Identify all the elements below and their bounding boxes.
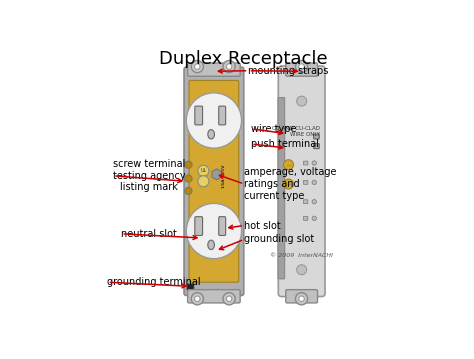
- Circle shape: [194, 296, 200, 302]
- Text: mounting straps: mounting straps: [248, 66, 329, 76]
- Circle shape: [198, 165, 209, 176]
- Circle shape: [186, 204, 242, 259]
- Text: screw terminal
testing agency
listing mark: screw terminal testing agency listing ma…: [113, 159, 186, 192]
- FancyBboxPatch shape: [314, 144, 319, 149]
- Text: amperage, voltage
ratings and
current type: amperage, voltage ratings and current ty…: [244, 167, 337, 201]
- FancyBboxPatch shape: [195, 217, 202, 236]
- Text: CU AND CU-CLAD
WIRE ONLY: CU AND CU-CLAD WIRE ONLY: [273, 126, 320, 137]
- Circle shape: [295, 61, 308, 73]
- Text: hot slot: hot slot: [244, 220, 281, 230]
- FancyBboxPatch shape: [189, 80, 239, 282]
- FancyBboxPatch shape: [303, 200, 308, 204]
- FancyBboxPatch shape: [219, 106, 226, 125]
- Circle shape: [297, 96, 307, 106]
- Circle shape: [312, 216, 317, 220]
- Text: grounding slot: grounding slot: [244, 234, 315, 244]
- Circle shape: [194, 64, 200, 69]
- Circle shape: [185, 175, 192, 182]
- FancyBboxPatch shape: [314, 134, 319, 139]
- Circle shape: [297, 265, 307, 275]
- Circle shape: [299, 64, 304, 69]
- Circle shape: [312, 161, 317, 165]
- Text: 15A 125V: 15A 125V: [222, 164, 227, 187]
- Circle shape: [299, 296, 304, 302]
- Ellipse shape: [208, 240, 214, 250]
- Text: Duplex Receptacle: Duplex Receptacle: [159, 50, 327, 68]
- FancyBboxPatch shape: [278, 66, 325, 297]
- Circle shape: [227, 296, 232, 302]
- Circle shape: [223, 293, 235, 305]
- FancyBboxPatch shape: [303, 216, 308, 220]
- Circle shape: [185, 187, 192, 195]
- FancyBboxPatch shape: [184, 67, 244, 295]
- Circle shape: [185, 161, 192, 168]
- FancyBboxPatch shape: [303, 161, 308, 165]
- FancyBboxPatch shape: [303, 181, 308, 184]
- Text: grounding terminal: grounding terminal: [108, 277, 201, 287]
- Circle shape: [312, 200, 317, 204]
- FancyBboxPatch shape: [187, 284, 194, 290]
- Circle shape: [223, 61, 235, 73]
- FancyBboxPatch shape: [286, 290, 318, 303]
- Text: wire type: wire type: [251, 124, 297, 134]
- Circle shape: [283, 179, 293, 189]
- FancyBboxPatch shape: [219, 217, 226, 236]
- Text: © 2009  InterNACHI: © 2009 InterNACHI: [270, 253, 333, 258]
- Text: neutral slot: neutral slot: [121, 229, 177, 239]
- FancyBboxPatch shape: [278, 98, 285, 279]
- Circle shape: [191, 61, 203, 73]
- Circle shape: [186, 93, 242, 148]
- Circle shape: [191, 293, 203, 305]
- Circle shape: [227, 64, 232, 69]
- Ellipse shape: [208, 130, 214, 139]
- Circle shape: [295, 293, 308, 305]
- Circle shape: [198, 176, 209, 187]
- Text: push terminal: push terminal: [251, 139, 319, 149]
- Circle shape: [312, 180, 317, 185]
- Text: UL: UL: [201, 168, 207, 173]
- FancyBboxPatch shape: [188, 63, 240, 76]
- FancyBboxPatch shape: [188, 290, 240, 303]
- Circle shape: [283, 160, 293, 170]
- FancyBboxPatch shape: [286, 63, 318, 76]
- FancyBboxPatch shape: [195, 106, 202, 125]
